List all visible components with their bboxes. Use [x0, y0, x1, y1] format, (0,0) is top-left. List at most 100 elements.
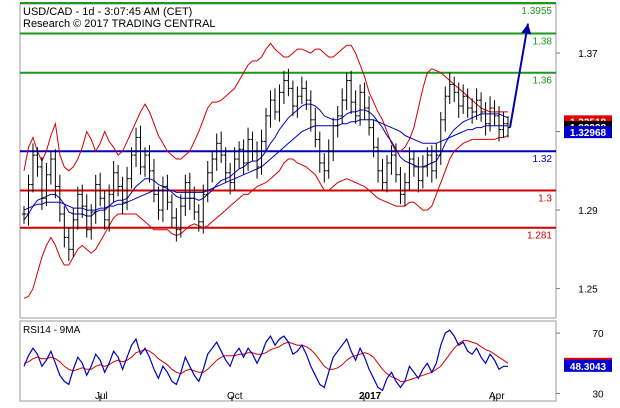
- price-bar-40: [201, 184, 206, 234]
- price-bar-82: [389, 145, 394, 175]
- price-bar-42: [210, 151, 215, 183]
- price-bar-75: [358, 84, 363, 126]
- price-bar-108: [506, 115, 510, 138]
- time-axis: Jul Oct 2017 Apr: [95, 391, 505, 402]
- price-bar-46: [228, 162, 233, 195]
- price-bar-16: [93, 174, 98, 224]
- price-bar-70: [335, 106, 340, 138]
- rsi-line: [23, 329, 508, 392]
- price-bar-66: [317, 131, 322, 173]
- price-bar-59: [286, 68, 291, 97]
- price-bar-78: [371, 119, 376, 158]
- price-bar-90: [425, 147, 430, 177]
- price-bar-5: [44, 162, 49, 207]
- price-bar-91: [429, 145, 434, 183]
- price-bar-38: [192, 186, 197, 220]
- level-label-4: 1.3: [538, 193, 552, 204]
- price-bar-106: [497, 106, 502, 142]
- price-bar-95: [447, 72, 452, 105]
- price-marker-box: [564, 359, 612, 372]
- price-tick-label-2: 1.29: [578, 206, 598, 217]
- price-bar-15: [89, 204, 94, 240]
- price-bar-88: [416, 157, 421, 193]
- projection-arrow-head: [521, 23, 532, 35]
- price-bar-8: [57, 174, 62, 222]
- rsi-ma-line: [23, 340, 509, 382]
- level-label-3: 1.32: [533, 154, 553, 165]
- price-bar-53: [259, 129, 264, 175]
- price-bar-64: [308, 90, 313, 132]
- price-bar-45: [223, 147, 228, 183]
- price-bar-10: [66, 227, 71, 262]
- price-bar-28: [147, 145, 152, 183]
- price-bar-27: [143, 147, 147, 177]
- bollinger-upper-band: [23, 42, 508, 172]
- price-marker-box: [564, 126, 612, 139]
- price-bar-55: [268, 90, 273, 128]
- price-bar-13: [80, 184, 85, 218]
- price-bar-33: [169, 194, 174, 228]
- price-bar-47: [232, 147, 237, 191]
- price-bar-17: [98, 172, 103, 207]
- price-marker-2: 1.32968: [564, 126, 612, 139]
- price-bar-31: [160, 176, 165, 222]
- price-bar-94: [443, 86, 448, 132]
- price-bar-87: [411, 151, 416, 177]
- price-bar-102: [479, 92, 484, 122]
- price-bar-107: [501, 111, 506, 138]
- price-bar-84: [398, 166, 403, 205]
- price-bar-26: [138, 125, 143, 175]
- price-bar-32: [165, 174, 170, 211]
- price-bar-44: [219, 131, 224, 163]
- price-bar-25: [134, 127, 139, 167]
- price-bar-72: [344, 72, 349, 110]
- price-tick-label-3: 1.25: [578, 285, 598, 296]
- projection-arrow: [509, 23, 532, 128]
- bollinger-bands: [23, 42, 509, 299]
- price-bar-23: [125, 166, 130, 211]
- price-bar-24: [129, 147, 134, 189]
- price-panel-frame: [19, 3, 557, 319]
- price-bar-51: [250, 131, 255, 161]
- price-bar-97: [456, 82, 461, 118]
- price-bar-105: [492, 100, 497, 126]
- price-bar-36: [183, 174, 188, 216]
- level-label-5: 1.281: [527, 231, 552, 242]
- price-bar-101: [474, 88, 479, 120]
- rsi-panel-title: RSI14 - 9MA: [23, 325, 81, 336]
- price-marker-text: 1.32968: [570, 128, 607, 139]
- price-bar-6: [48, 151, 53, 185]
- price-bar-74: [353, 90, 358, 124]
- rsi-panel-frame: [19, 320, 557, 402]
- price-marker-text: 48.3043: [570, 362, 607, 373]
- price-bar-11: [71, 208, 76, 258]
- chart-title: USD/CAD - 1d - 3:07:45 AM (CET): [23, 6, 192, 18]
- price-bar-73: [349, 70, 354, 114]
- price-bar-60: [290, 80, 295, 116]
- price-bar-99: [465, 88, 470, 118]
- price-bar-89: [420, 155, 425, 189]
- time-tick-label-3: Apr: [489, 391, 505, 402]
- price-bar-85: [402, 172, 407, 207]
- price-bar-34: [174, 208, 179, 242]
- rsi-tick-label-1: 30: [592, 389, 604, 400]
- price-bar-92: [434, 143, 439, 179]
- price-bar-54: [264, 108, 268, 152]
- price-bar-9: [62, 206, 67, 248]
- rsi-marker-1: 48.3043: [564, 359, 612, 373]
- price-bar-104: [488, 96, 493, 132]
- price-axis: 1.371.331.291.251.335181.332281.32968: [556, 49, 612, 296]
- price-bar-68: [326, 139, 331, 179]
- price-bar-43: [214, 133, 219, 171]
- price-bar-35: [178, 194, 183, 238]
- price-bar-96: [452, 76, 457, 103]
- price-bars: [22, 68, 510, 262]
- price-bar-71: [340, 88, 345, 124]
- price-bar-56: [272, 88, 277, 120]
- rsi-tick-label-0: 70: [592, 329, 604, 340]
- price-bar-80: [380, 159, 385, 191]
- copyright-notice: Research © 2017 TRADING CENTRAL: [23, 18, 216, 30]
- price-bar-100: [470, 98, 475, 124]
- price-bar-58: [281, 70, 286, 105]
- price-bar-18: [102, 190, 107, 230]
